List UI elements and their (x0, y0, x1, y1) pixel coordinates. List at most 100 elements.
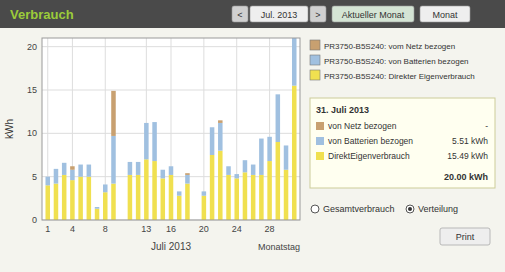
chart: Verbrauch<Jul. 2013>Aktueller MonatMonat… (0, 0, 505, 272)
bar (103, 184, 108, 185)
bar (136, 162, 141, 175)
tooltip-total: 20.00 kWh (444, 172, 488, 182)
tooltip-row-value: - (485, 121, 488, 131)
bar (70, 166, 75, 169)
x-tick-label: 1 (45, 224, 50, 234)
tooltip-row-label: von Batterien bezogen (328, 136, 413, 146)
x-tick-label: 20 (199, 224, 209, 234)
bar (259, 138, 264, 139)
bar (267, 161, 272, 220)
bar (169, 175, 174, 220)
bar (185, 173, 190, 175)
x-tick-label: 16 (166, 224, 176, 234)
x-tick-label: 4 (70, 224, 75, 234)
bar (210, 127, 215, 155)
bar (185, 184, 190, 220)
bar (103, 184, 108, 192)
bar (292, 38, 297, 86)
x-tick-label: 24 (232, 224, 242, 234)
tooltip-swatch (316, 152, 324, 160)
tooltip-row-value: 15.49 kWh (447, 151, 488, 161)
legend-swatch (310, 55, 320, 65)
bar (218, 120, 223, 123)
bar (210, 155, 215, 220)
current-month-button-box (332, 6, 414, 22)
axes: 051015201481316202428 (27, 42, 275, 234)
bar (70, 180, 75, 220)
bar (78, 164, 83, 165)
legend-swatch (310, 70, 320, 80)
bar (284, 145, 289, 146)
bar (267, 136, 272, 137)
bar (234, 174, 239, 178)
nav-prev-label: < (237, 10, 242, 20)
period-select-label: Monat (432, 10, 458, 20)
bar (70, 170, 75, 180)
bar (210, 127, 215, 128)
bar (87, 165, 92, 177)
bar (152, 122, 157, 123)
bar (87, 164, 92, 165)
legend-label: PR3750-B5S240: Direkter Eigenverbrauch (324, 72, 475, 81)
radio-distribution (406, 205, 414, 213)
bar (95, 209, 100, 220)
series (70, 91, 222, 175)
nav-next-box (310, 6, 326, 22)
bar (128, 162, 133, 175)
bar (292, 86, 297, 220)
bar (202, 191, 207, 192)
bar (251, 164, 256, 165)
nav-prev-box (232, 6, 248, 22)
bar (161, 178, 166, 220)
bar (152, 161, 157, 220)
bar (234, 174, 239, 175)
bar (161, 170, 166, 179)
y-tick-label: 0 (32, 215, 37, 225)
nav-date-box (250, 6, 308, 22)
radio-total (311, 205, 319, 213)
tooltip-box (310, 98, 495, 188)
legend-swatch (310, 40, 320, 50)
bar (169, 166, 174, 167)
bar (226, 175, 231, 220)
y-tick-label: 5 (32, 172, 37, 182)
x-axis-label: Juli 2013 (151, 241, 191, 252)
bar (218, 151, 223, 220)
bar (62, 163, 67, 175)
bar (218, 123, 223, 151)
x-axis-sublabel: Monatstag (258, 242, 300, 252)
bar (185, 175, 190, 184)
tooltip: 31. Juli 2013 von Netz bezogen - von Batter… (310, 98, 495, 188)
bar (144, 123, 149, 159)
bar (251, 175, 256, 220)
bar (45, 185, 50, 220)
tooltip-swatch (316, 137, 324, 145)
bar (243, 172, 248, 220)
tooltip-date: 31. Juli 2013 (316, 105, 369, 115)
bar (234, 178, 239, 220)
bar (54, 169, 59, 184)
radio-distribution-label: Verteilung (418, 204, 458, 214)
bar (243, 160, 248, 161)
bar (87, 177, 92, 220)
tooltip-row-label: von Netz bezogen (328, 121, 397, 131)
bar (136, 161, 141, 162)
bar (54, 184, 59, 220)
bar (103, 192, 108, 220)
bar (226, 166, 231, 175)
bar (111, 91, 116, 136)
top-bar (0, 0, 505, 28)
bar (161, 169, 166, 170)
bar (144, 159, 149, 220)
nav-date-label: Jul. 2013 (261, 10, 298, 20)
bar (136, 175, 141, 220)
legend: PR3750-B5S240: vom Netz bezogenPR3750-B5… (310, 40, 475, 81)
y-tick-label: 10 (27, 128, 37, 138)
tooltip-swatch (316, 122, 324, 130)
series (45, 86, 296, 220)
tooltip-row-value: 5.51 kWh (452, 136, 488, 146)
y-tick-label: 15 (27, 85, 37, 95)
legend-label: PR3750-B5S240: von Batterien bezogen (324, 57, 469, 66)
plot-frame (42, 38, 300, 220)
bar (78, 165, 83, 177)
